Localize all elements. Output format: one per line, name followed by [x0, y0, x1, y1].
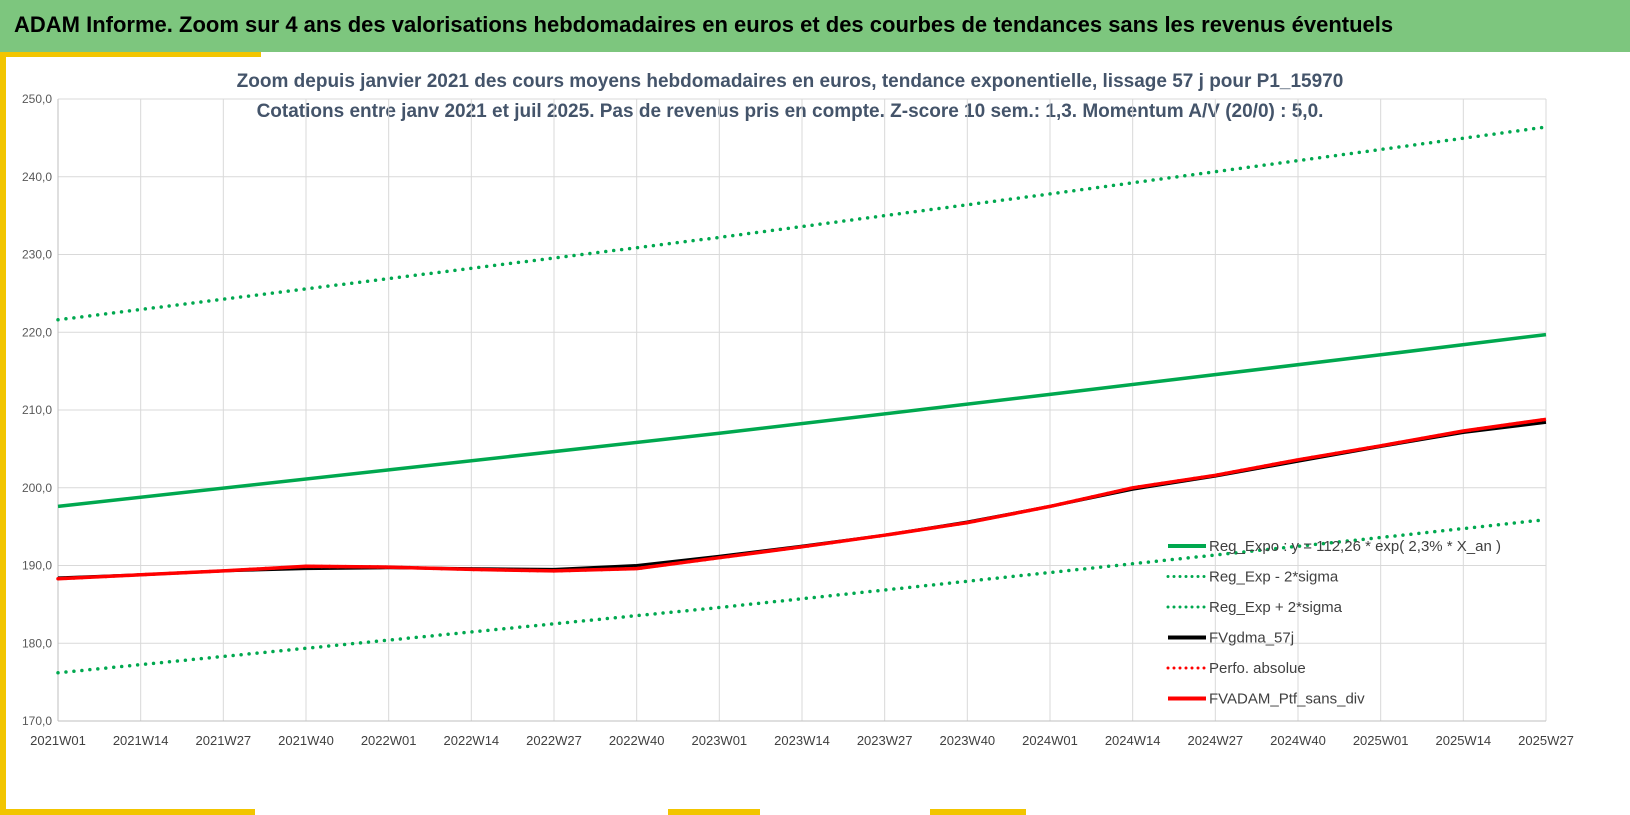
y-tick-label: 170,0 — [22, 714, 52, 728]
y-tick-label: 230,0 — [22, 248, 52, 262]
y-tick-label: 240,0 — [22, 170, 52, 184]
x-axis: 2021W01 2021W14 2021W27 2021W40 2022W01 2022W… — [30, 720, 1574, 748]
y-tick-label: 180,0 — [22, 636, 52, 650]
y-tick-label: 210,0 — [22, 403, 52, 417]
accent-segment — [0, 809, 255, 815]
x-tick-label: 2022W40 — [609, 733, 665, 748]
y-tick-label: 250,0 — [22, 92, 52, 106]
x-tick-label: 2025W01 — [1353, 733, 1409, 748]
y-tick-label: 190,0 — [22, 559, 52, 573]
series-line — [56, 517, 1548, 675]
x-tick-label: 2024W40 — [1270, 733, 1326, 748]
accent-bar-top — [6, 52, 261, 57]
x-tick-label: 2025W27 — [1518, 733, 1574, 748]
y-tick-label: 220,0 — [22, 325, 52, 339]
x-tick-label: 2021W01 — [30, 733, 86, 748]
accent-bar-left — [0, 52, 6, 815]
legend-label: Perfo. absolue — [1209, 660, 1306, 677]
chart-title: Zoom depuis janvier 2021 des cours moyen… — [237, 71, 1344, 92]
y-axis: 170,0 180,0 190,0 200,0 210,0 220,0 230,0 240,0… — [22, 92, 59, 728]
legend-label: Reg_Exp - 2*sigma — [1209, 569, 1339, 586]
legend-label: FVADAM_Ptf_sans_div — [1209, 691, 1365, 708]
x-tick-label: 2023W27 — [857, 733, 913, 748]
series-line — [56, 125, 1548, 322]
x-tick-label: 2023W40 — [940, 733, 996, 748]
x-tick-label: 2023W01 — [692, 733, 748, 748]
accent-segment — [930, 809, 1026, 815]
chart-area: Zoom depuis janvier 2021 des cours moyen… — [6, 57, 1630, 809]
legend-label: FVgdma_57j — [1209, 630, 1294, 647]
y-tick-label: 200,0 — [22, 481, 52, 495]
x-tick-label: 2022W01 — [361, 733, 417, 748]
legend-label: Reg_Expo : y = 112,26 * exp( 2,3% * X_an… — [1209, 538, 1501, 555]
x-tick-label: 2024W14 — [1105, 733, 1161, 748]
chart-grid — [57, 98, 1547, 722]
series-line — [57, 417, 1547, 581]
x-tick-label: 2025W14 — [1436, 733, 1492, 748]
x-tick-label: 2021W14 — [113, 733, 169, 748]
series-line — [57, 332, 1547, 509]
legend-label: Reg_Exp + 2*sigma — [1209, 599, 1343, 616]
plot-area — [56, 125, 1548, 675]
chart-legend: Reg_Expo : y = 112,26 * exp( 2,3% * X_an… — [1166, 538, 1501, 708]
accent-bar-bottom — [0, 809, 1630, 815]
chart-subtitle: Cotations entre janv 2021 et juil 2025. … — [257, 101, 1324, 122]
page-title: ADAM Informe. Zoom sur 4 ans des valoris… — [14, 12, 1394, 37]
x-tick-label: 2022W14 — [444, 733, 500, 748]
x-tick-label: 2021W40 — [278, 733, 334, 748]
line-chart: Zoom depuis janvier 2021 des cours moyen… — [22, 71, 1574, 748]
accent-segment — [668, 809, 760, 815]
x-tick-label: 2023W14 — [774, 733, 830, 748]
x-tick-label: 2021W27 — [196, 733, 252, 748]
header-banner: ADAM Informe. Zoom sur 4 ans des valoris… — [0, 0, 1630, 52]
x-tick-label: 2024W01 — [1022, 733, 1078, 748]
x-tick-label: 2024W27 — [1188, 733, 1244, 748]
x-tick-label: 2022W27 — [526, 733, 582, 748]
